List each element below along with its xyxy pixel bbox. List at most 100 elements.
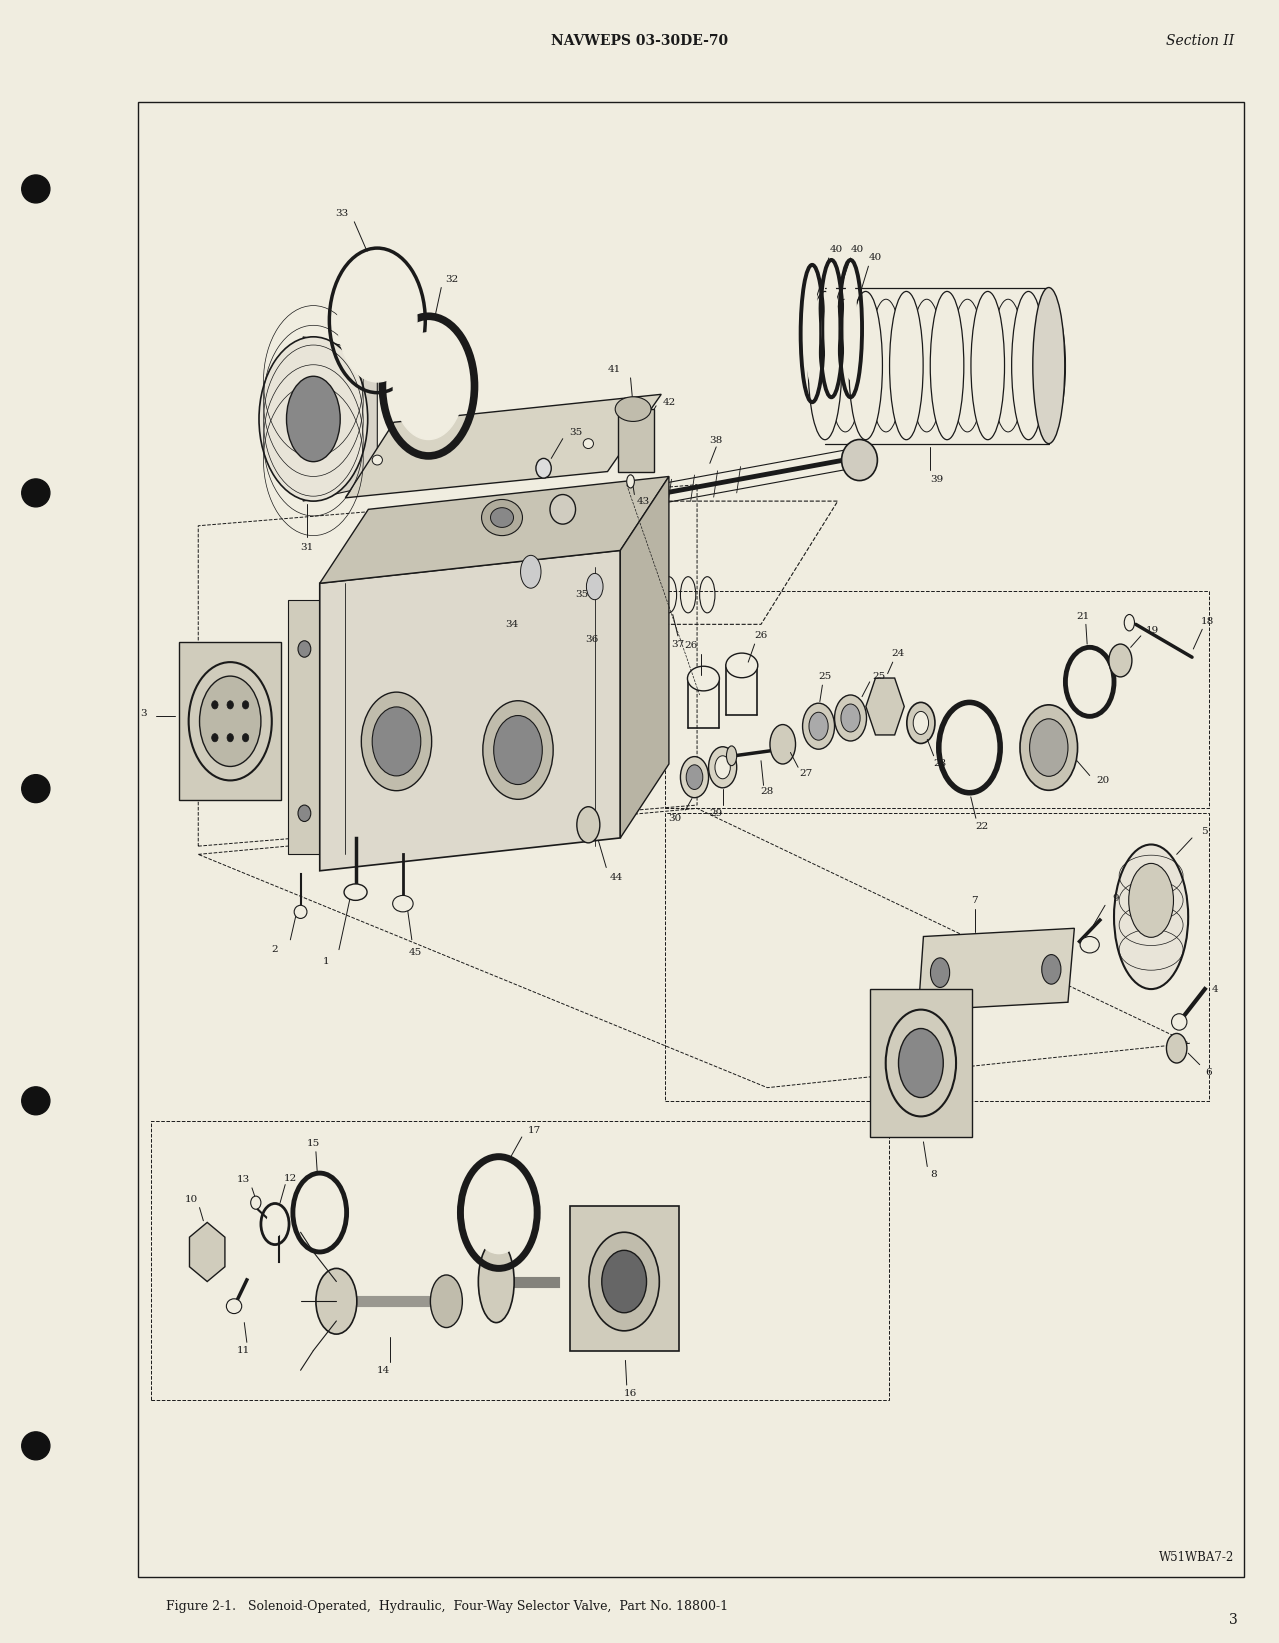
- Ellipse shape: [583, 439, 593, 449]
- Ellipse shape: [725, 654, 757, 677]
- Text: 12: 12: [284, 1173, 297, 1183]
- Ellipse shape: [361, 692, 431, 790]
- Ellipse shape: [242, 734, 248, 743]
- Ellipse shape: [1079, 937, 1099, 953]
- Polygon shape: [288, 600, 326, 854]
- Ellipse shape: [294, 905, 307, 918]
- Ellipse shape: [286, 376, 340, 462]
- Ellipse shape: [898, 1029, 943, 1098]
- Ellipse shape: [808, 711, 828, 739]
- Ellipse shape: [601, 1250, 646, 1313]
- Ellipse shape: [258, 337, 368, 501]
- Ellipse shape: [577, 807, 600, 843]
- Text: 5: 5: [1201, 826, 1209, 836]
- Ellipse shape: [490, 508, 513, 527]
- Ellipse shape: [686, 764, 703, 790]
- Polygon shape: [320, 476, 669, 583]
- Bar: [618, 409, 654, 472]
- Ellipse shape: [1124, 614, 1134, 631]
- Ellipse shape: [1172, 1014, 1187, 1030]
- Polygon shape: [303, 337, 377, 501]
- Ellipse shape: [709, 746, 737, 787]
- Text: 10: 10: [185, 1194, 198, 1204]
- Ellipse shape: [22, 174, 50, 202]
- Ellipse shape: [849, 291, 883, 440]
- Ellipse shape: [770, 725, 796, 764]
- Text: 15: 15: [307, 1139, 320, 1148]
- Text: 11: 11: [237, 1346, 249, 1355]
- Ellipse shape: [890, 291, 923, 440]
- Ellipse shape: [971, 291, 1004, 440]
- Text: 19: 19: [1146, 626, 1159, 636]
- Ellipse shape: [298, 641, 311, 657]
- Ellipse shape: [1128, 864, 1173, 937]
- Ellipse shape: [344, 884, 367, 900]
- Text: 13: 13: [237, 1175, 249, 1185]
- Ellipse shape: [834, 695, 866, 741]
- Text: 38: 38: [710, 435, 723, 445]
- Text: Section II: Section II: [1166, 35, 1234, 48]
- Text: 14: 14: [377, 1365, 390, 1375]
- Ellipse shape: [550, 495, 576, 524]
- Ellipse shape: [1033, 288, 1064, 444]
- Text: 17: 17: [528, 1125, 541, 1135]
- Ellipse shape: [298, 805, 311, 822]
- Polygon shape: [620, 476, 669, 838]
- Text: W51WBA7-2: W51WBA7-2: [1159, 1551, 1234, 1564]
- Text: 8: 8: [930, 1170, 938, 1180]
- Bar: [870, 989, 972, 1137]
- Text: 27: 27: [799, 769, 812, 779]
- Text: 16: 16: [624, 1388, 637, 1398]
- Ellipse shape: [316, 1268, 357, 1334]
- Ellipse shape: [1030, 718, 1068, 777]
- Text: 21: 21: [1077, 611, 1090, 621]
- Ellipse shape: [842, 440, 877, 480]
- Ellipse shape: [586, 573, 602, 600]
- Ellipse shape: [266, 1213, 283, 1236]
- Ellipse shape: [615, 396, 651, 421]
- Bar: [138, 102, 1244, 1577]
- Text: 1: 1: [322, 956, 330, 966]
- Ellipse shape: [478, 1240, 514, 1323]
- Text: 20: 20: [1096, 775, 1109, 785]
- Ellipse shape: [1114, 845, 1188, 989]
- Ellipse shape: [481, 499, 522, 536]
- Text: 18: 18: [1201, 616, 1214, 626]
- Text: 4: 4: [1211, 984, 1219, 994]
- Text: 23: 23: [934, 759, 946, 769]
- Ellipse shape: [844, 278, 857, 380]
- Text: 3: 3: [139, 708, 147, 718]
- Ellipse shape: [885, 1009, 955, 1117]
- Ellipse shape: [948, 716, 990, 779]
- Text: 26: 26: [684, 641, 697, 651]
- Text: 45: 45: [409, 948, 422, 958]
- Text: 44: 44: [610, 872, 623, 882]
- Text: 28: 28: [761, 787, 774, 797]
- Ellipse shape: [251, 1196, 261, 1209]
- Polygon shape: [320, 550, 620, 871]
- Text: 31: 31: [301, 542, 313, 552]
- Text: 25: 25: [872, 672, 885, 682]
- Text: 24: 24: [891, 649, 904, 659]
- Text: 42: 42: [663, 398, 675, 407]
- Text: 40: 40: [868, 253, 881, 263]
- Text: 35: 35: [576, 590, 588, 600]
- Ellipse shape: [211, 734, 217, 743]
- Text: 35: 35: [569, 427, 582, 437]
- Text: 34: 34: [505, 619, 518, 629]
- Text: 36: 36: [586, 634, 599, 644]
- Text: 29: 29: [710, 808, 723, 818]
- Ellipse shape: [563, 550, 576, 567]
- Ellipse shape: [930, 291, 964, 440]
- Ellipse shape: [200, 677, 261, 766]
- Ellipse shape: [680, 756, 709, 798]
- Text: NAVWEPS 03-30DE-70: NAVWEPS 03-30DE-70: [551, 35, 728, 48]
- Text: 39: 39: [930, 475, 944, 485]
- Ellipse shape: [188, 662, 271, 780]
- Text: 6: 6: [1205, 1068, 1212, 1078]
- Text: 40: 40: [830, 245, 843, 255]
- Ellipse shape: [211, 702, 217, 710]
- Text: 33: 33: [335, 209, 348, 219]
- Text: 41: 41: [608, 365, 620, 375]
- Text: 40: 40: [851, 245, 863, 255]
